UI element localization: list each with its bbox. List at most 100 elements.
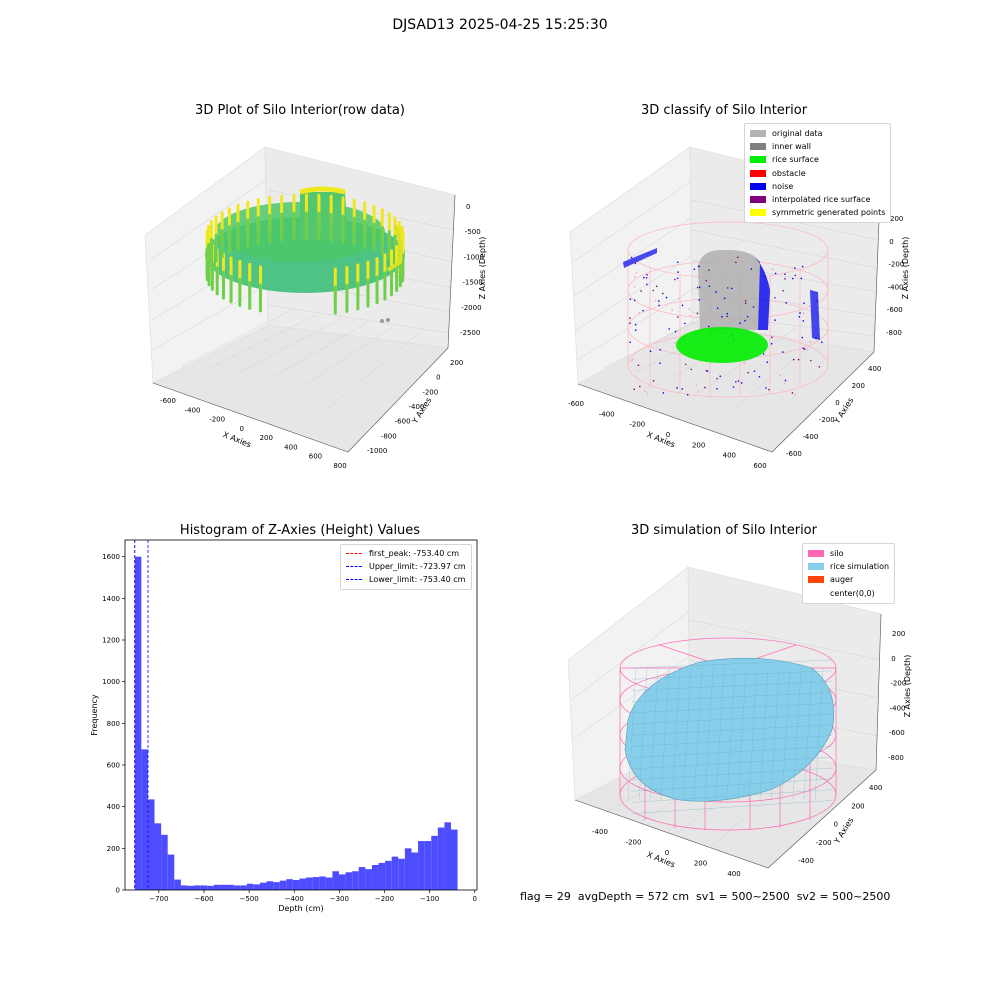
mesh-line <box>781 667 791 801</box>
legend-swatch <box>750 182 766 190</box>
scatter-point <box>677 271 679 273</box>
figure-title: DJSAD13 2025-04-25 15:25:30 <box>392 17 608 33</box>
scatter-point <box>782 351 784 353</box>
scatter-point <box>701 319 704 322</box>
mesh-line <box>671 667 681 801</box>
plot1-outlier-point <box>380 319 384 323</box>
scatter-point <box>774 296 776 299</box>
scatter-point <box>642 309 644 312</box>
scatter-point <box>770 342 773 345</box>
histogram-bar <box>312 877 320 890</box>
plot1-scatter <box>205 186 405 293</box>
histogram-bar <box>319 876 326 890</box>
mesh-line <box>631 735 833 747</box>
scatter-point <box>698 286 701 289</box>
tick-label: -400 <box>888 283 904 291</box>
mesh-line <box>649 667 659 801</box>
scatter-point <box>802 347 804 350</box>
scatter-point <box>686 394 689 396</box>
mesh-line <box>715 667 725 801</box>
x-tick-label: −400 <box>285 895 304 903</box>
scatter-point <box>665 296 668 299</box>
histogram-bar <box>259 882 267 890</box>
plot4-z-label: Z Axies (Depth) <box>903 655 912 718</box>
scatter-point <box>726 312 729 315</box>
y-tick-label: 400 <box>107 803 120 811</box>
histogram-bar <box>200 885 208 890</box>
histogram-bar <box>154 823 162 890</box>
scatter-point <box>705 359 708 361</box>
scatter-point <box>683 322 686 325</box>
scatter-point <box>727 342 730 345</box>
scatter-point <box>802 312 805 314</box>
scatter-point <box>674 278 676 281</box>
scatter-point <box>629 317 631 319</box>
histogram-bar <box>385 860 392 890</box>
plot1-gridlines <box>149 179 456 411</box>
histogram-bar <box>180 885 188 890</box>
mesh-line <box>704 667 714 801</box>
scatter-point <box>633 299 636 302</box>
histogram-bar <box>292 880 300 890</box>
legend-line <box>346 566 362 568</box>
mesh-line <box>631 713 833 725</box>
tick-label: -2000 <box>461 304 481 312</box>
scatter-point <box>746 315 749 318</box>
plot4-surface-mesh <box>627 659 833 814</box>
scatter-point <box>739 322 741 325</box>
scatter-point <box>655 285 658 288</box>
legend-swatch <box>750 143 766 151</box>
mesh-line <box>631 757 833 769</box>
histogram-y-ticks: 0 200 400 600 800 1000 1200 1400 1600 <box>102 553 125 895</box>
histogram-bar <box>391 856 399 890</box>
histogram-bar <box>253 884 260 890</box>
scatter-point <box>779 374 782 376</box>
histogram-vlines <box>134 540 149 890</box>
scatter-point <box>643 390 646 392</box>
histogram-bar <box>437 827 445 890</box>
tick-label: -400 <box>890 704 906 712</box>
histogram-bar <box>444 822 452 890</box>
scatter-point <box>696 312 699 315</box>
histogram-bars <box>134 556 458 890</box>
tick-label: -200 <box>819 416 835 424</box>
x-tick-label: −600 <box>194 895 213 903</box>
scatter-point <box>716 307 719 310</box>
plot4-silo-wireframe <box>619 637 837 831</box>
scatter-point <box>744 346 746 349</box>
scatter-point <box>668 328 671 330</box>
histogram-bar <box>286 879 293 890</box>
legend-swatch <box>750 156 766 164</box>
y-tick-label: 1200 <box>102 637 120 645</box>
y-tick-label: 200 <box>107 845 120 853</box>
scatter-point <box>774 319 776 321</box>
scatter-point <box>766 361 769 364</box>
plot1-panes <box>144 146 456 453</box>
plot4-y-label: Y Axies <box>832 816 856 846</box>
scatter-point <box>676 277 679 280</box>
histogram-bar <box>424 841 432 890</box>
tick-label: 0 <box>666 431 670 439</box>
tick-label: 0 <box>466 203 470 211</box>
scatter-point <box>640 290 642 292</box>
histogram-bar <box>141 749 148 890</box>
scatter-point <box>744 300 747 302</box>
histogram-bar <box>246 883 254 890</box>
histogram-bar <box>174 879 181 890</box>
scatter-point <box>743 362 746 364</box>
scatter-point <box>689 340 692 342</box>
plot1-z-label: Z Axies (Depth) <box>478 237 487 300</box>
histogram-frame <box>124 539 478 891</box>
histogram-bar <box>194 885 201 890</box>
tick-label: -2500 <box>460 329 480 337</box>
plot4-y-ticks: 400 200 0 -200 -400 <box>798 784 882 865</box>
mesh-line <box>814 667 824 801</box>
y-tick-label: 1400 <box>102 595 120 603</box>
histogram-bar <box>332 871 339 890</box>
plot4-x-ticks: -400 -200 0 200 400 <box>592 828 741 878</box>
scatter-point <box>705 279 708 282</box>
mesh-line <box>631 724 833 736</box>
tick-label: -400 <box>185 406 201 414</box>
mesh-line <box>631 659 833 669</box>
plot2-y-label: Y Axies <box>832 396 856 426</box>
